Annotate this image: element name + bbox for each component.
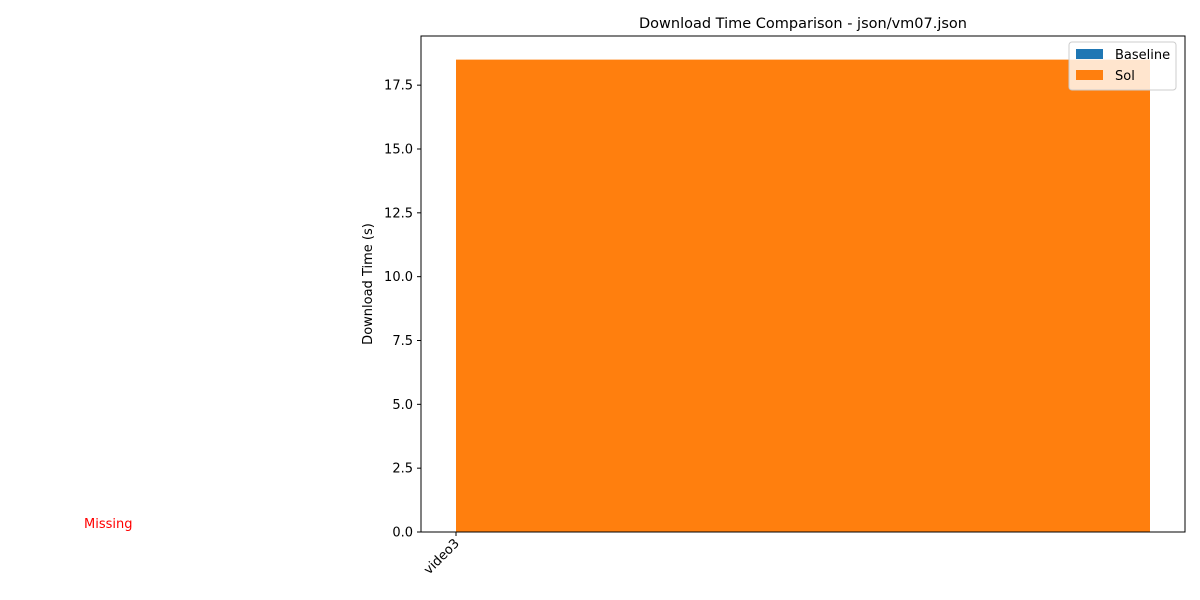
y-tick-label: 10.0 (384, 270, 413, 285)
y-tick-label: 2.5 (392, 462, 413, 477)
y-tick-label: 0.0 (392, 526, 413, 541)
y-tick-label: 12.5 (384, 206, 413, 221)
legend-swatch-baseline (1076, 49, 1103, 59)
plot-frame (420, 35, 1186, 533)
legend: Baseline Sol (1068, 41, 1177, 91)
bars-layer (456, 59, 1150, 532)
legend-label-baseline: Baseline (1115, 48, 1170, 63)
bar-sol-video3 (456, 59, 1150, 532)
y-axis-label: Download Time (s) (361, 223, 376, 345)
y-tick-label: 7.5 (392, 334, 413, 349)
x-axis-ticks: video3 (421, 532, 463, 578)
y-tick-label: 15.0 (384, 142, 413, 157)
y-tick-label: 5.0 (392, 398, 413, 413)
legend-label-sol: Sol (1115, 69, 1135, 84)
x-tick-label: video3 (421, 536, 463, 578)
y-axis-ticks: 0.0 2.5 5.0 7.5 10.0 12.5 15.0 17.5 (384, 79, 421, 541)
y-tick-label: 17.5 (384, 79, 413, 94)
legend-swatch-sol (1076, 70, 1103, 80)
missing-annotation: Missing (84, 517, 132, 532)
chart-title: Download Time Comparison - json/vm07.jso… (639, 16, 967, 32)
